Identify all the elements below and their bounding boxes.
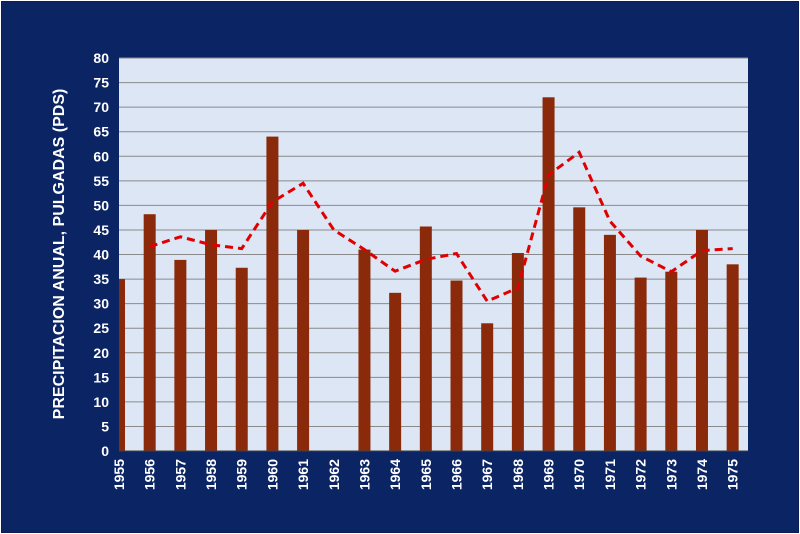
bar-1955	[119, 279, 125, 451]
bar-1956	[143, 214, 156, 451]
y-tick-label: 35	[93, 271, 109, 287]
y-axis-label: PRECIPITACION ANUAL, PULGADAS (PDS)	[51, 89, 68, 420]
x-tick-label: 1962	[326, 459, 342, 490]
x-tick-label: 1967	[479, 459, 495, 490]
bar-1965	[419, 226, 432, 451]
x-tick-label: 1972	[633, 459, 649, 490]
y-tick-label: 20	[93, 345, 109, 361]
bar-1961	[297, 229, 310, 451]
x-tick-label: 1957	[172, 459, 188, 490]
y-tick-label: 25	[93, 320, 109, 336]
y-tick-label: 30	[93, 296, 109, 312]
bar-1974	[695, 229, 708, 451]
bar-1975	[726, 264, 739, 451]
y-tick-label: 15	[93, 369, 109, 385]
bar-series	[119, 97, 739, 452]
y-tick-label: 0	[101, 443, 109, 459]
y-axis-ticks: 0 5 10 15 20 25 30 35 40 45 50 55 60 65 70 75 80	[93, 50, 109, 459]
x-tick-label: 1973	[663, 459, 679, 490]
x-tick-label: 1961	[295, 459, 311, 490]
x-tick-label: 1964	[387, 459, 403, 490]
bar-1972	[634, 277, 647, 451]
bar-1957	[174, 259, 187, 451]
y-tick-label: 45	[93, 222, 109, 238]
y-tick-label: 60	[93, 148, 109, 164]
y-tick-label: 40	[93, 247, 109, 263]
y-tick-label: 80	[93, 50, 109, 66]
x-tick-label: 1958	[203, 459, 219, 490]
x-tick-label: 1959	[234, 459, 250, 490]
x-tick-label: 1966	[449, 459, 465, 490]
y-tick-label: 75	[93, 75, 109, 91]
bar-1971	[603, 234, 616, 451]
bar-1968	[511, 253, 524, 451]
y-tick-label: 10	[93, 394, 109, 410]
bar-1958	[205, 229, 218, 451]
y-tick-label: 55	[93, 173, 109, 189]
x-tick-label: 1969	[541, 459, 557, 490]
x-tick-label: 1970	[571, 459, 587, 490]
y-tick-label: 70	[93, 99, 109, 115]
x-tick-label: 1971	[602, 459, 618, 490]
y-tick-label: 50	[93, 197, 109, 213]
y-tick-label: 5	[101, 418, 109, 434]
x-tick-label: 1963	[356, 459, 372, 490]
x-tick-label: 1975	[725, 459, 741, 490]
x-tick-label: 1960	[264, 459, 280, 490]
y-tick-label: 65	[93, 124, 109, 140]
x-tick-label: 1955	[111, 459, 127, 490]
bar-1960	[266, 136, 279, 451]
bar-1966	[450, 280, 463, 451]
x-tick-label: 1974	[694, 459, 710, 490]
bar-1973	[665, 271, 678, 451]
trend-line	[149, 149, 733, 304]
bar-1967	[481, 323, 494, 451]
bar-1970	[573, 207, 586, 451]
x-tick-label: 1968	[510, 459, 526, 490]
x-tick-label: 1965	[418, 459, 434, 490]
bar-1969	[542, 97, 555, 452]
x-axis-ticks: 1955 1956 1957 1958 1959 1960 1961 1962 1963 1964…	[111, 459, 741, 490]
bar-1963	[358, 249, 371, 451]
bar-1959	[235, 267, 248, 451]
x-tick-label: 1956	[142, 459, 158, 490]
bar-1964	[389, 292, 402, 451]
